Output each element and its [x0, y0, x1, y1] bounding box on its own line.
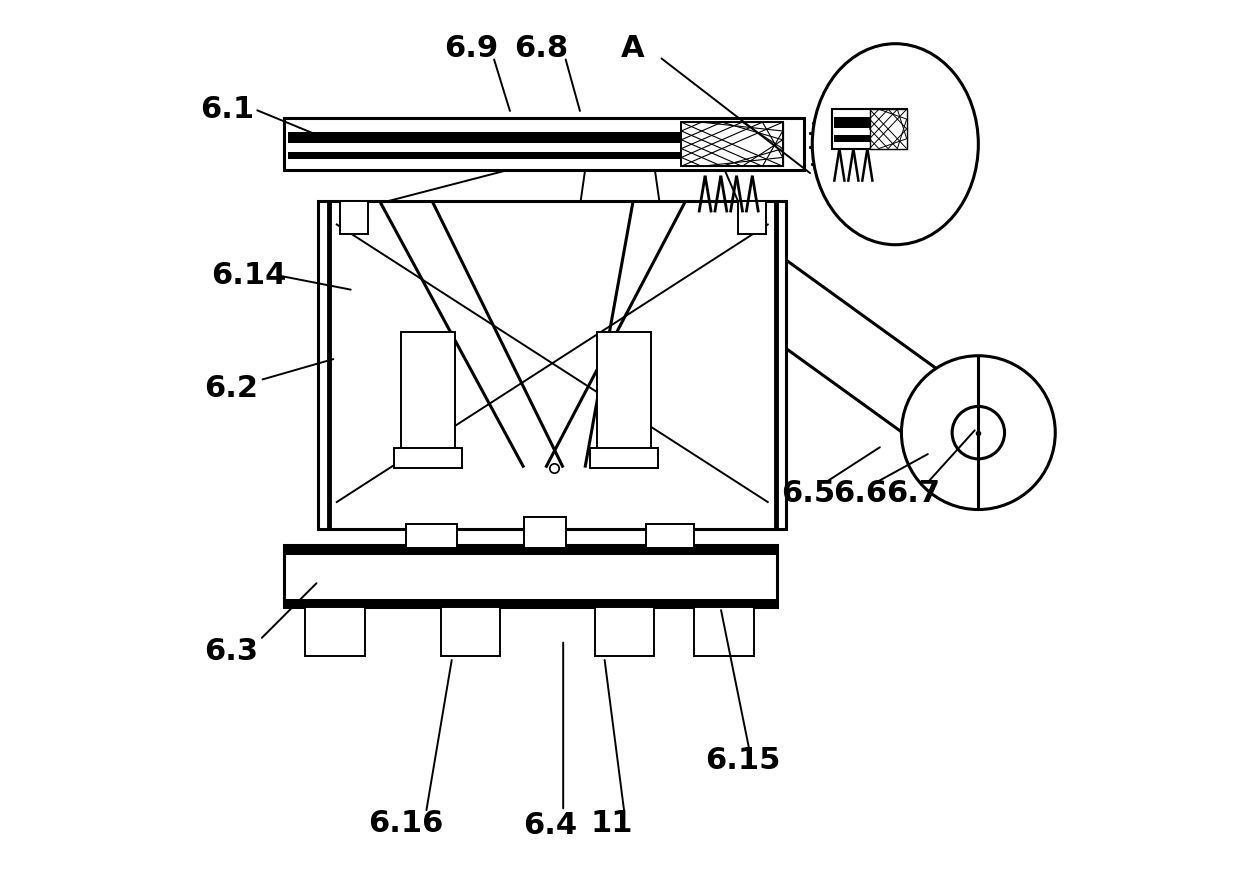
Text: 6.9: 6.9: [444, 33, 498, 63]
Ellipse shape: [901, 356, 1055, 510]
Bar: [288, 151, 683, 159]
Bar: [590, 448, 658, 468]
Text: 6.6: 6.6: [833, 479, 888, 509]
Bar: [595, 607, 653, 656]
Bar: [681, 122, 782, 166]
Ellipse shape: [812, 44, 978, 245]
Bar: [305, 607, 365, 656]
Bar: [401, 332, 455, 450]
Bar: [284, 599, 777, 607]
Bar: [284, 545, 777, 607]
Bar: [646, 524, 694, 548]
Bar: [835, 117, 869, 128]
Bar: [832, 109, 906, 149]
Bar: [393, 448, 461, 468]
Text: A: A: [621, 33, 645, 63]
Text: 6.2: 6.2: [205, 374, 258, 404]
Text: 6.16: 6.16: [368, 808, 444, 838]
Bar: [869, 109, 906, 149]
Text: 6.7: 6.7: [885, 479, 940, 509]
Text: 6.3: 6.3: [205, 636, 258, 666]
Bar: [405, 524, 456, 548]
Bar: [738, 201, 766, 234]
Bar: [319, 201, 786, 529]
Text: 6.1: 6.1: [200, 94, 254, 124]
Bar: [284, 118, 804, 170]
Text: 11: 11: [590, 808, 632, 838]
Bar: [441, 607, 500, 656]
Text: 6.8: 6.8: [515, 33, 568, 63]
Bar: [340, 201, 368, 234]
Text: 6.15: 6.15: [704, 746, 780, 775]
Text: 6.4: 6.4: [523, 811, 577, 841]
Ellipse shape: [952, 406, 1004, 459]
Text: 6.5: 6.5: [781, 479, 835, 509]
Bar: [284, 545, 777, 555]
Bar: [694, 607, 754, 656]
Text: 6.14: 6.14: [211, 260, 286, 290]
Bar: [288, 132, 683, 143]
Bar: [835, 135, 869, 142]
Bar: [523, 517, 565, 548]
Bar: [598, 332, 651, 450]
